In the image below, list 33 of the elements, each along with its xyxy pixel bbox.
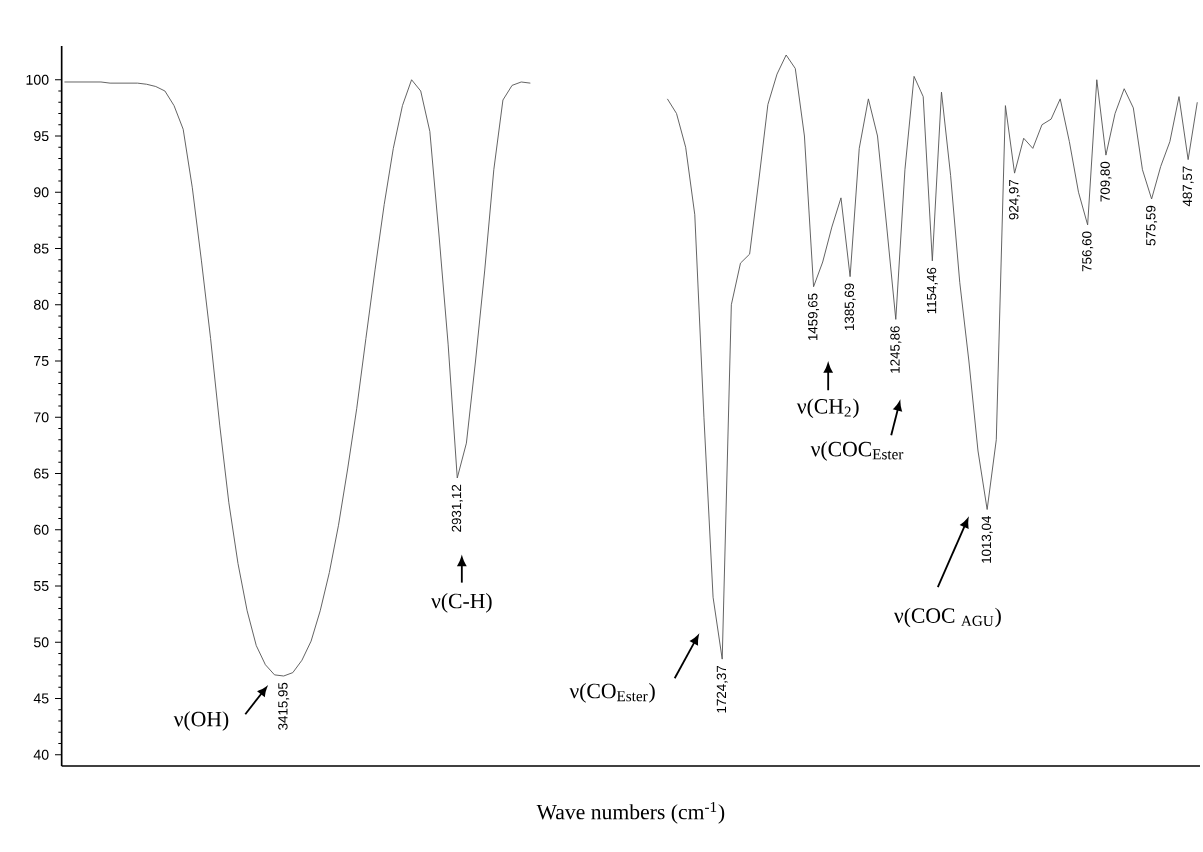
annotation: ν(C-H): [431, 593, 492, 613]
y-tick-label: 85: [33, 243, 49, 254]
annotation: 1154,46: [926, 267, 938, 314]
annotation: ν(COC$_{Ester}$: [810, 441, 904, 461]
y-tick-label: 60: [34, 524, 49, 535]
annotation: 1459,65: [808, 293, 820, 341]
annotation: 1245,86: [890, 326, 902, 373]
annotation: 709,80: [1100, 161, 1112, 202]
y-tick-label: 80: [33, 299, 49, 310]
y-tick-label: 90: [34, 187, 49, 198]
annotation: ν(COC $_{AGU}$): [893, 607, 1001, 628]
annotation: 575,59: [1146, 205, 1158, 246]
annotation: 1013,04: [981, 516, 993, 563]
annotation: 1724,37: [716, 665, 728, 713]
annotation: 756,60: [1082, 231, 1094, 272]
x-axis-title: Wave numbers (cm$^{-1}$): [536, 801, 725, 824]
y-tick-label: 95: [34, 131, 49, 142]
y-tick-label: 40: [33, 749, 49, 760]
annotation: ν(CO$_{Ester}$): [569, 683, 655, 703]
y-tick-label: 65: [34, 468, 49, 479]
y-tick-label: 75: [34, 356, 49, 366]
annotation: ν(CH$_{2}$): [796, 398, 859, 419]
annotation: 1385,69: [844, 283, 856, 330]
annotation: 487,57: [1182, 166, 1194, 207]
y-tick-label: 55: [33, 581, 49, 591]
y-tick-label: 50: [33, 637, 49, 648]
y-tick-label: 70: [34, 412, 49, 423]
annotation: 2931,12: [451, 484, 463, 532]
y-tick-label: 100: [26, 74, 49, 85]
annotation: 3415,95: [278, 682, 290, 730]
y-tick-label: 45: [33, 693, 49, 704]
annotation: ν(OH): [173, 711, 229, 731]
annotation: 924,97: [1009, 179, 1021, 220]
